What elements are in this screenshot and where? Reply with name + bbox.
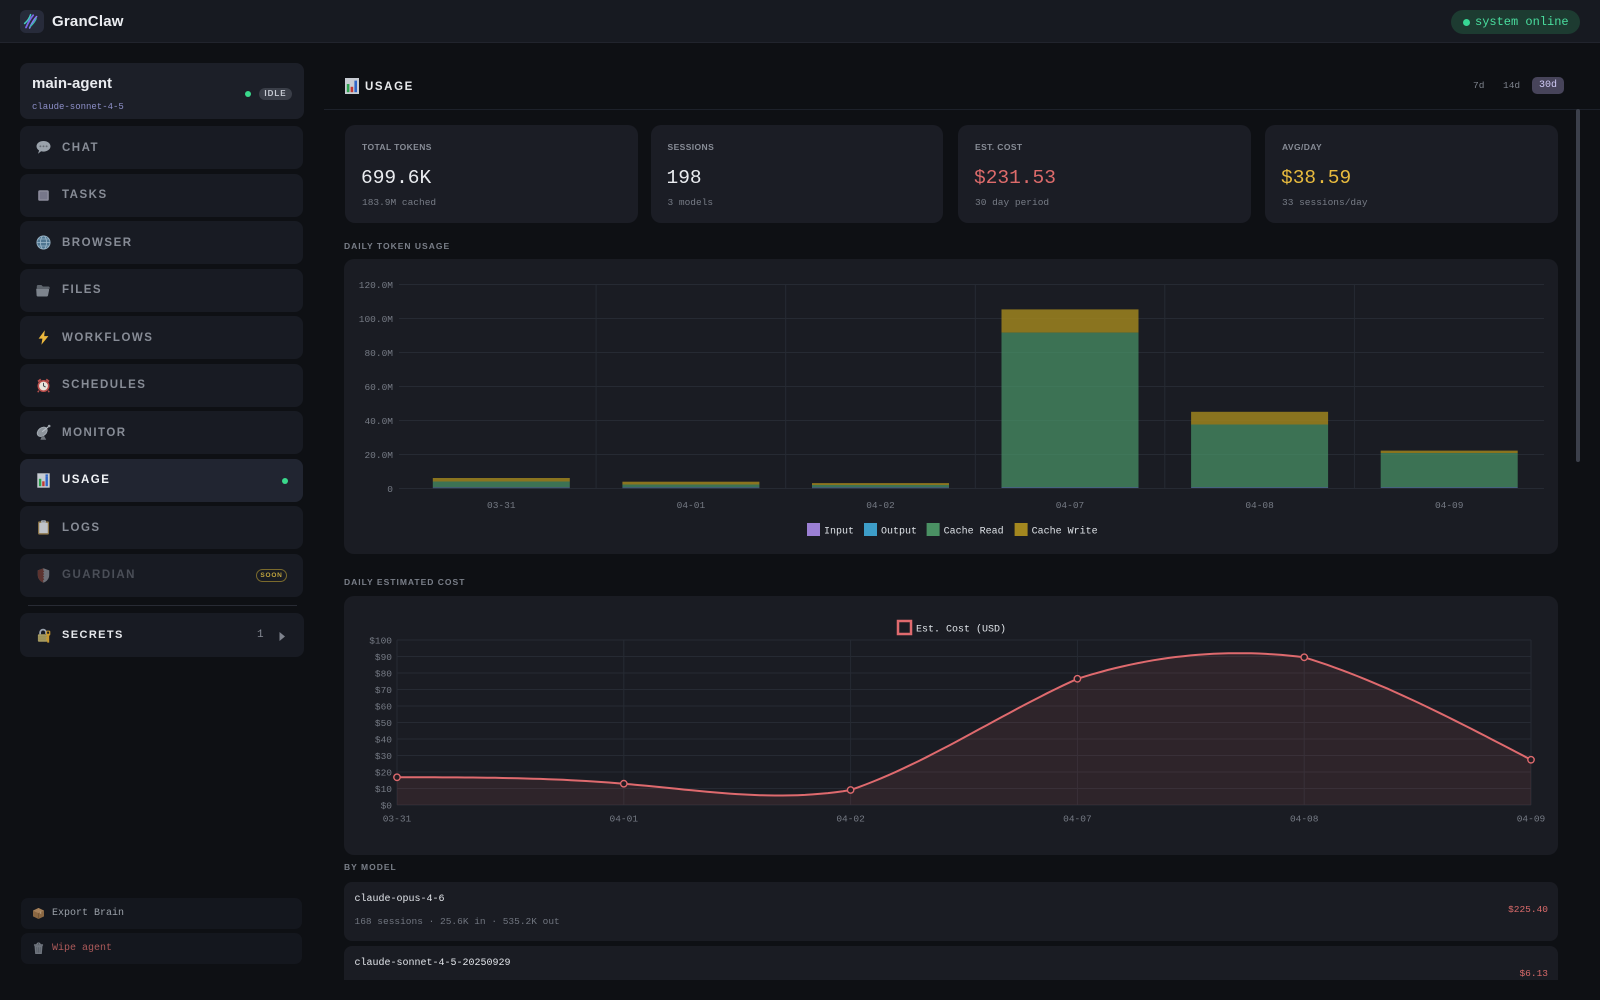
svg-text:04-08: 04-08	[1245, 500, 1274, 511]
svg-text:03-31: 03-31	[383, 814, 412, 825]
svg-text:Est. Cost (USD): Est. Cost (USD)	[916, 624, 1006, 636]
svg-text:20.0M: 20.0M	[364, 450, 393, 461]
svg-text:Cache Write: Cache Write	[1032, 526, 1098, 538]
svg-text:$90: $90	[375, 652, 392, 663]
svg-text:Output: Output	[881, 527, 917, 538]
svg-text:04-08: 04-08	[1290, 814, 1319, 825]
svg-text:04-09: 04-09	[1435, 500, 1464, 511]
svg-text:80.0M: 80.0M	[364, 348, 393, 359]
svg-text:Input: Input	[824, 527, 854, 538]
svg-text:120.0M: 120.0M	[359, 280, 394, 291]
svg-text:$80: $80	[375, 669, 392, 680]
svg-text:04-01: 04-01	[610, 814, 639, 825]
svg-text:$60: $60	[375, 702, 392, 713]
svg-text:0: 0	[387, 484, 393, 495]
svg-text:$100: $100	[369, 636, 392, 647]
svg-text:04-01: 04-01	[677, 500, 706, 511]
svg-text:04-02: 04-02	[866, 500, 895, 511]
svg-text:$70: $70	[375, 685, 392, 696]
svg-text:$30: $30	[375, 751, 392, 762]
svg-text:40.0M: 40.0M	[364, 416, 393, 427]
svg-text:04-07: 04-07	[1056, 500, 1085, 511]
svg-text:60.0M: 60.0M	[364, 382, 393, 393]
svg-text:Cache Read: Cache Read	[944, 526, 1004, 538]
svg-text:$10: $10	[375, 784, 392, 795]
svg-text:04-07: 04-07	[1063, 814, 1092, 825]
svg-text:$20: $20	[375, 768, 392, 779]
svg-text:$50: $50	[375, 718, 392, 729]
svg-text:$0: $0	[381, 801, 393, 812]
svg-text:$40: $40	[375, 735, 392, 746]
svg-text:04-09: 04-09	[1517, 814, 1546, 825]
svg-text:100.0M: 100.0M	[359, 314, 394, 325]
svg-text:04-02: 04-02	[836, 814, 865, 825]
svg-text:03-31: 03-31	[487, 500, 516, 511]
